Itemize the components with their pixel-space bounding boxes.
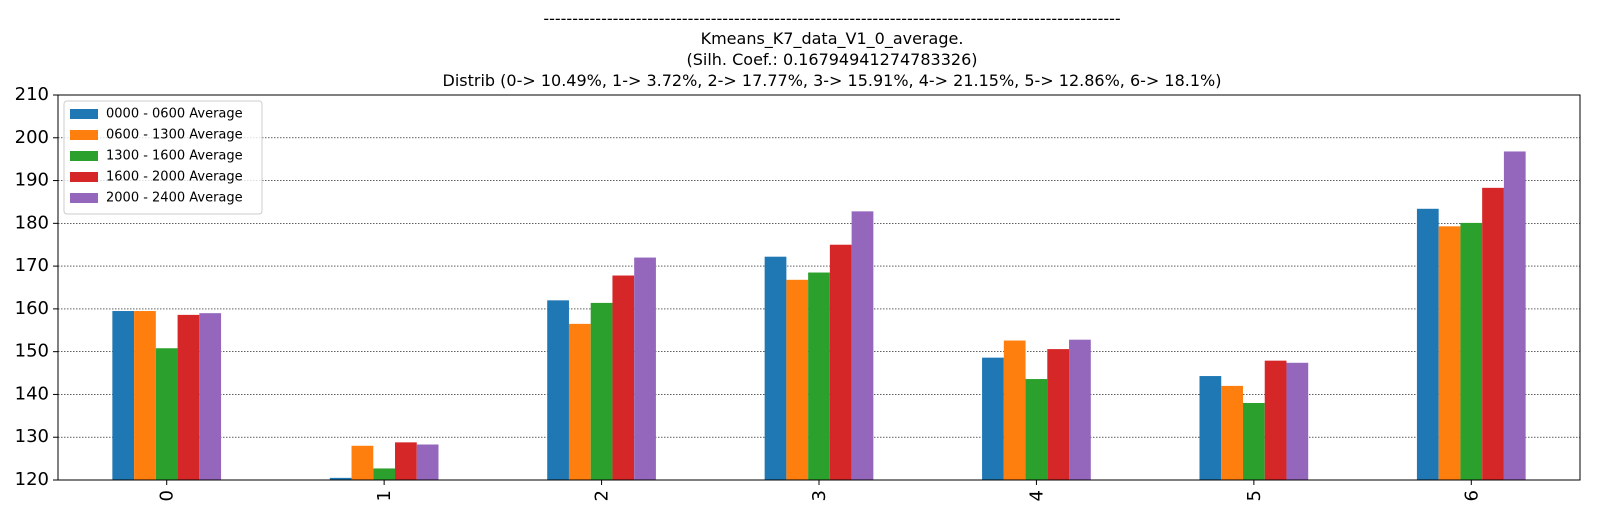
x-tick-label: 6 (1461, 490, 1482, 501)
x-tick-label: 0 (157, 490, 178, 501)
x-tick-label: 3 (809, 490, 830, 501)
bar-cat1-series2 (373, 468, 396, 480)
bar-cat6-series4 (1503, 151, 1526, 480)
bar-cat2-series2 (590, 302, 613, 480)
y-tick-label: 180 (15, 212, 49, 233)
bar-cat6-series1 (1438, 226, 1461, 480)
y-tick-label: 190 (15, 170, 49, 191)
legend-label: 1600 - 2000 Average (106, 170, 243, 185)
y-tick-label: 140 (15, 383, 49, 404)
bar-cat0-series4 (199, 313, 222, 480)
x-tick-label: 4 (1026, 490, 1047, 501)
bar-cat4-series1 (1003, 340, 1026, 480)
legend-swatch (70, 109, 98, 119)
y-tick-label: 210 (15, 84, 49, 105)
bar-cat3-series1 (786, 279, 809, 480)
bar-cat5-series0 (1199, 376, 1222, 480)
bar-cat5-series2 (1242, 403, 1265, 480)
y-tick-label: 160 (15, 298, 49, 319)
y-tick-label: 130 (15, 426, 49, 447)
chart-title: ----------------------------------------… (443, 9, 1222, 90)
x-tick-label: 2 (592, 490, 613, 501)
x-axis-ticks: 0 1 2 3 4 5 6 (157, 480, 1482, 501)
legend-swatch (70, 151, 98, 161)
bar-cat0-series0 (112, 311, 135, 480)
legend-swatch (70, 193, 98, 203)
bar-cat0-series3 (177, 314, 200, 480)
bar-cat4-series2 (1025, 379, 1048, 480)
bar-cat1-series1 (351, 445, 374, 480)
bar-cat1-series0 (329, 477, 352, 480)
legend-swatch (70, 172, 98, 182)
legend-swatch (70, 130, 98, 140)
legend-frame (63, 100, 263, 215)
bars (112, 151, 1526, 481)
bar-cat0-series2 (155, 348, 178, 480)
bar-cat4-series3 (1047, 349, 1070, 480)
legend: 0000 - 0600 Average 0600 - 1300 Average 13… (63, 100, 263, 215)
bar-cat5-series4 (1286, 362, 1309, 480)
bar-cat2-series4 (634, 257, 656, 480)
bar-cat2-series3 (612, 275, 635, 480)
bar-cat3-series0 (764, 256, 787, 480)
bar-cat2-series0 (547, 300, 569, 480)
bar-cat4-series4 (1069, 339, 1091, 480)
bar-cat0-series1 (134, 311, 156, 480)
bar-cat6-series0 (1416, 208, 1439, 481)
bar-cat3-series4 (851, 211, 874, 480)
title-line-1: Kmeans_K7_data_V1_0_average. (701, 29, 964, 49)
bar-cat3-series3 (829, 244, 852, 480)
bar-cat1-series4 (416, 444, 439, 480)
bar-cat4-series0 (982, 357, 1004, 480)
y-axis-ticks: 120 130 140 150 160 170 180 190 200 210 (15, 84, 58, 490)
bar-cat5-series1 (1221, 385, 1243, 480)
title-line-3: Distrib (0-> 10.49%, 1-> 3.72%, 2-> 17.7… (443, 71, 1222, 90)
legend-label: 0600 - 1300 Average (106, 128, 243, 143)
bar-cat1-series3 (395, 442, 417, 480)
legend-label: 0000 - 0600 Average (106, 107, 243, 122)
bar-cat6-series3 (1482, 187, 1504, 481)
y-tick-label: 150 (15, 341, 49, 362)
x-tick-label: 1 (374, 490, 395, 501)
bar-cat3-series2 (808, 272, 830, 480)
bar-cat2-series1 (568, 323, 591, 480)
bar-cat5-series3 (1264, 360, 1287, 480)
legend-label: 2000 - 2400 Average (106, 191, 243, 206)
bar-cat6-series2 (1460, 222, 1483, 480)
y-tick-label: 120 (15, 469, 49, 490)
y-tick-label: 200 (15, 127, 49, 148)
title-line-2: (Silh. Coef.: 0.16794941274783326) (687, 50, 978, 69)
x-tick-label: 5 (1244, 490, 1265, 501)
y-tick-label: 170 (15, 255, 49, 276)
legend-label: 1300 - 1600 Average (106, 149, 243, 164)
title-line-0: ----------------------------------------… (543, 9, 1120, 28)
